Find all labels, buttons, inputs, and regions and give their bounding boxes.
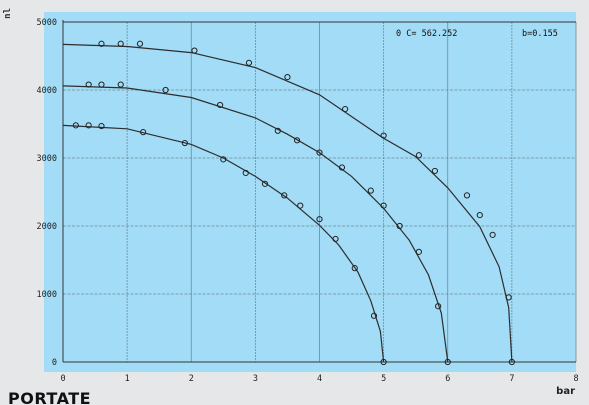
data-point — [316, 149, 323, 156]
data-point — [117, 40, 124, 47]
data-point — [261, 180, 269, 187]
chart-caption: PORTATE — [8, 390, 92, 405]
data-point — [242, 169, 249, 177]
y-axis-unit: nl — [3, 8, 13, 19]
data-point — [98, 122, 105, 130]
series-line-3 — [62, 124, 385, 363]
data-point — [444, 358, 451, 366]
data-point — [367, 187, 374, 194]
data-point — [351, 265, 358, 272]
data-point — [85, 122, 92, 129]
y-tick-label: 3000 — [37, 154, 57, 164]
x-tick-label: 1 — [125, 374, 130, 384]
y-tick-label: 1000 — [37, 290, 57, 300]
data-point — [140, 129, 147, 136]
series-line-2 — [62, 85, 449, 363]
data-point — [220, 156, 227, 163]
data-point — [136, 40, 144, 47]
data-point — [380, 358, 387, 366]
x-tick-label: 0 — [60, 374, 65, 384]
data-point — [162, 86, 169, 94]
series-line-1 — [62, 43, 513, 363]
x-tick-label: 5 — [381, 374, 386, 384]
data-point — [380, 202, 387, 209]
data-point — [181, 139, 188, 147]
x-tick-label: 2 — [189, 374, 194, 384]
data-point — [217, 101, 224, 109]
data-point — [245, 59, 253, 66]
x-axis-unit: bar — [556, 386, 575, 397]
x-tick-label: 4 — [317, 374, 322, 384]
x-tick-label: 6 — [445, 374, 450, 384]
data-point — [370, 312, 378, 319]
y-tick-label: 0 — [52, 358, 57, 368]
x-tick-label: 8 — [573, 374, 578, 384]
x-tick-label: 3 — [253, 374, 258, 384]
data-point — [274, 127, 281, 134]
data-point — [293, 137, 301, 144]
data-point — [415, 152, 422, 159]
coefficient-annotation: 0 C= 562.252 — [396, 29, 458, 39]
b-annotation: b=0.155 — [522, 29, 558, 39]
x-tick-label: 7 — [509, 374, 514, 384]
data-point — [281, 192, 288, 199]
y-tick-label: 2000 — [37, 222, 57, 232]
data-point — [489, 231, 496, 238]
y-tick-label: 4000 — [37, 86, 57, 96]
data-point — [342, 105, 349, 113]
data-point — [85, 81, 92, 88]
data-point — [396, 222, 403, 230]
y-tick-label: 5000 — [37, 18, 57, 28]
data-point — [435, 303, 442, 310]
data-point — [332, 235, 339, 243]
data-point — [431, 167, 439, 175]
data-point — [463, 192, 471, 199]
data-point — [338, 164, 346, 171]
data-point — [297, 202, 304, 209]
data-point — [380, 132, 387, 139]
data-point — [476, 212, 483, 219]
data-point — [98, 40, 105, 47]
data-point — [191, 47, 198, 54]
data-point — [415, 248, 422, 255]
data-point — [284, 73, 291, 81]
plot-background — [44, 12, 576, 372]
data-point — [117, 81, 124, 88]
data-point — [98, 81, 105, 88]
data-point — [72, 122, 79, 129]
data-point — [505, 294, 512, 301]
data-point — [508, 358, 515, 366]
data-point — [316, 216, 323, 223]
